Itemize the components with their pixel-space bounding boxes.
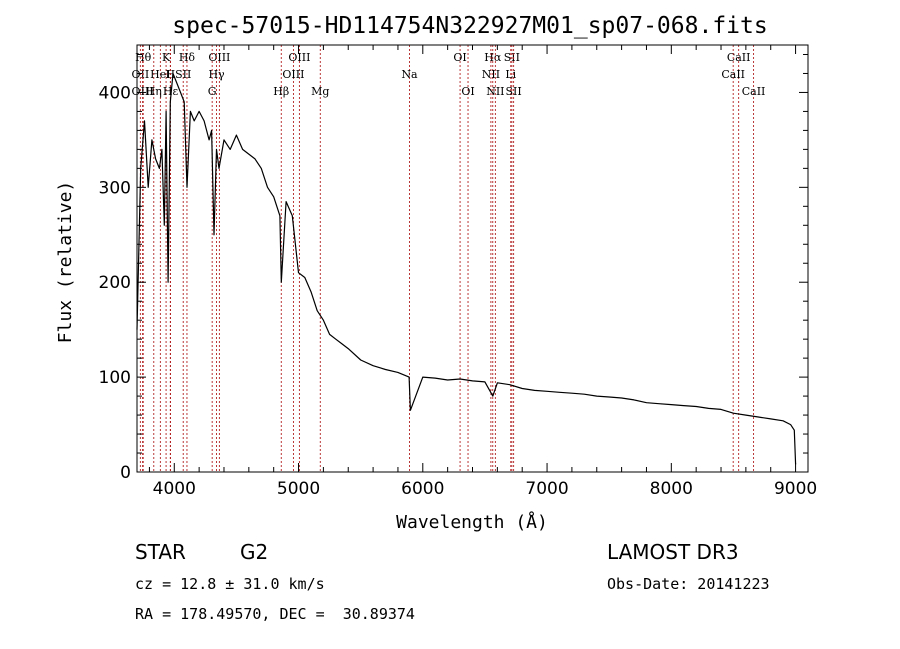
axes: 4000 5000 6000 7000 8000 9000 0 100 200 300 400 xyxy=(99,44,817,499)
x-tick-label-4: 8000 xyxy=(650,479,693,499)
chart-title: spec-57015-HD114754N322927M01_sp07-068.f… xyxy=(172,13,767,39)
x-tick-label-1: 5000 xyxy=(277,479,320,499)
x-tick-label-0: 4000 xyxy=(153,479,196,499)
y-axis-label: Flux (relative) xyxy=(55,181,76,344)
spectral-line-label-1: OII xyxy=(131,68,149,81)
x-tick-label-5: 9000 xyxy=(774,479,817,499)
redshift-velocity: cz = 12.8 ± 31.0 km/s xyxy=(135,575,325,593)
x-tick-label-3: 7000 xyxy=(525,479,568,499)
spectral-line-label-6: Hη xyxy=(146,85,162,98)
sky-coordinates: RA = 178.49570, DEC = 30.89374 xyxy=(135,605,415,623)
plot-area xyxy=(136,72,797,465)
spectral-line-label-22: NII xyxy=(486,85,504,98)
spectral-line-label-16: Mg xyxy=(311,85,329,98)
spectral-line-label-19: OI xyxy=(461,85,474,98)
spectral-line-label-15: OIII xyxy=(282,68,304,81)
spectral-line-label-17: Na xyxy=(401,68,418,81)
spectral-line-label-23: SII xyxy=(504,51,520,64)
spectral-line-label-5: HeI xyxy=(150,68,170,81)
y-tick-label-1: 100 xyxy=(99,368,131,388)
observation-date: Obs-Date: 20141223 xyxy=(607,575,770,593)
y-tick-label-0: 0 xyxy=(120,463,131,483)
x-tick-label-2: 6000 xyxy=(401,479,444,499)
y-tick-label-3: 300 xyxy=(99,178,131,198)
spectral-line-label-25: SII xyxy=(506,85,522,98)
spectral-line-label-18: OI xyxy=(453,51,466,64)
spectral-line-label-27: CaII xyxy=(721,68,745,81)
survey-name: LAMOST DR3 xyxy=(607,540,739,564)
y-tick-label-2: 200 xyxy=(99,273,131,293)
spectral-line-label-21: NII xyxy=(482,68,500,81)
spectrum-chart: spec-57015-HD114754N322927M01_sp07-068.f… xyxy=(55,13,817,533)
x-axis-label: Wavelength (Å) xyxy=(396,511,548,533)
spectral-line-label-13: Hβ xyxy=(273,85,289,98)
spectral-line-label-26: CaII xyxy=(727,51,751,64)
object-subclass: G2 xyxy=(240,540,269,564)
spectral-line-label-12: G xyxy=(208,85,217,98)
spectrum-series-0 xyxy=(136,72,797,465)
spectral-line-label-3: K xyxy=(162,51,171,64)
spectral-line-label-8: Hδ xyxy=(179,51,196,64)
spectral-line-label-9: SII xyxy=(175,68,191,81)
spectral-line-label-10: OIII xyxy=(208,51,230,64)
spectral-line-label-11: Hγ xyxy=(208,68,225,81)
spectral-line-label-0: Hθ xyxy=(135,51,152,64)
spectral-line-label-20: Hα xyxy=(484,51,502,64)
spectral-line-markers: HθOIIOIIIKHHeIHηHεHδSIIOIIIHγGHβOIIIOIII… xyxy=(131,45,765,472)
spectral-line-label-28: CaII xyxy=(742,85,766,98)
spectral-line-label-14: OIII xyxy=(288,51,310,64)
y-tick-label-4: 400 xyxy=(99,83,131,103)
object-class: STAR xyxy=(135,540,186,564)
spectral-line-label-24: Li xyxy=(505,68,516,81)
